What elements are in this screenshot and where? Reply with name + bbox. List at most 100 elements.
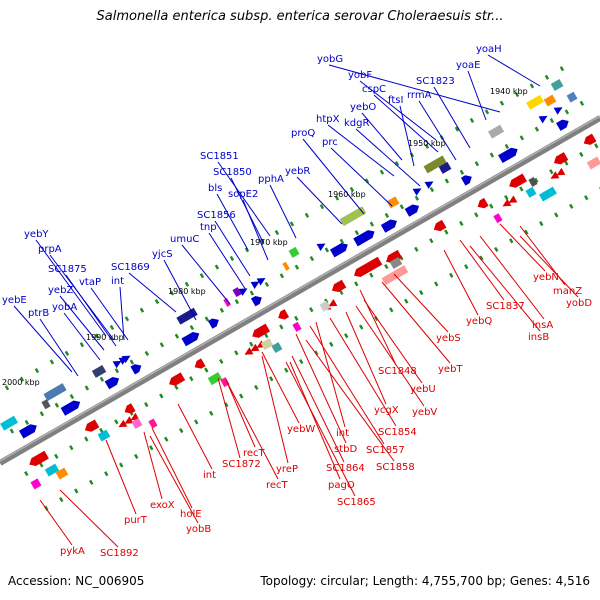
- leader-line: [295, 333, 347, 444]
- reverse-feature-box: [292, 321, 302, 332]
- small-arrow: [508, 195, 518, 203]
- leader-line: [59, 295, 105, 351]
- tick-mark: [504, 143, 510, 150]
- tick-mark: [519, 135, 525, 141]
- reverse-gene-arrow: [477, 197, 489, 209]
- tick-mark: [49, 359, 55, 365]
- tick-mark: [474, 161, 480, 167]
- leader-line: [487, 54, 541, 87]
- tick-mark: [24, 470, 29, 477]
- forward-gene-arrow: [556, 119, 569, 131]
- leader-line: [105, 439, 137, 515]
- forward-feature-box: [176, 307, 198, 325]
- forward-gene-arrow: [18, 424, 37, 439]
- leader-line: [39, 318, 79, 377]
- tick-mark: [164, 436, 169, 442]
- tick-mark: [529, 83, 535, 89]
- tick-mark: [434, 281, 439, 287]
- forward-feature-box: [487, 124, 505, 139]
- small-arrow: [130, 412, 140, 421]
- gene-label-upper: SC1856: [197, 210, 236, 221]
- gene-label-lower: int: [336, 428, 349, 439]
- gene-label-upper: yobA: [52, 302, 77, 313]
- gene-label-lower: SC1848: [378, 366, 417, 377]
- leader-line: [261, 355, 289, 464]
- gene-label-lower: yebN: [533, 272, 559, 283]
- tick-mark: [179, 428, 184, 434]
- reverse-feature-box: [207, 372, 223, 386]
- tick-mark: [279, 273, 285, 279]
- reverse-feature-box: [148, 418, 158, 429]
- gene-label-lower: purT: [124, 515, 148, 526]
- gene-label-upper: prpA: [38, 244, 62, 255]
- leader-line: [177, 403, 213, 470]
- small-arrow: [538, 115, 548, 124]
- gene-label-lower: manZ: [553, 286, 582, 297]
- leader-line: [214, 220, 251, 277]
- tick-mark: [204, 367, 209, 373]
- tick-mark: [84, 385, 90, 391]
- tick-mark: [354, 230, 360, 236]
- small-arrow: [250, 343, 260, 352]
- tick-mark: [329, 341, 334, 347]
- accession-text: Accession: NC_006905: [8, 574, 145, 588]
- tick-mark: [264, 332, 269, 339]
- gene-label-upper: htpX: [316, 114, 340, 125]
- tick-mark: [194, 419, 199, 425]
- small-arrow: [238, 288, 248, 296]
- tick-mark: [394, 160, 400, 167]
- gene-label-lower: SC1892: [100, 548, 139, 559]
- tick-mark: [344, 333, 349, 339]
- tick-mark: [264, 281, 270, 288]
- tick-mark: [359, 324, 364, 330]
- forward-feature-box: [543, 94, 557, 107]
- leader-line: [39, 499, 73, 546]
- leader-line: [225, 379, 256, 448]
- leader-line: [363, 299, 423, 384]
- gene-label-upper: yebE: [2, 295, 27, 306]
- tick-mark: [564, 109, 570, 115]
- reverse-feature-box: [30, 478, 42, 490]
- tick-mark: [154, 298, 160, 305]
- small-arrow: [316, 243, 326, 251]
- small-arrow: [556, 167, 566, 176]
- leader-line: [143, 431, 163, 500]
- tick-mark: [294, 315, 299, 321]
- gene-label-lower: recT: [243, 448, 266, 459]
- leader-line: [345, 311, 387, 405]
- leader-line: [305, 339, 395, 462]
- tick-mark: [314, 350, 319, 356]
- gene-label-lower: SC1865: [337, 497, 376, 508]
- tick-mark: [174, 333, 180, 339]
- gene-label-lower: SC1872: [222, 459, 261, 470]
- leader-line: [479, 235, 545, 320]
- tick-mark: [9, 428, 15, 434]
- gene-label-lower: yebQ: [466, 316, 492, 327]
- tick-mark: [249, 290, 255, 296]
- forward-gene-arrow: [104, 376, 120, 390]
- tick-mark: [544, 74, 550, 80]
- leader-line: [443, 249, 479, 316]
- gene-label-upper: SC1869: [111, 262, 150, 273]
- tick-mark: [144, 350, 150, 357]
- forward-feature-box: [339, 206, 367, 227]
- backbone-line: [0, 115, 600, 466]
- tick-mark: [249, 341, 254, 347]
- tick-mark: [54, 453, 59, 459]
- tick-mark: [349, 186, 355, 192]
- tick-mark: [54, 402, 60, 408]
- forward-feature-box: [223, 297, 231, 307]
- leader-line: [373, 94, 439, 153]
- gene-label-upper: ptrB: [28, 308, 49, 319]
- tick-mark: [484, 109, 490, 115]
- reverse-gene-arrow: [169, 372, 186, 386]
- leader-line: [499, 223, 546, 272]
- tick-mark: [69, 394, 75, 400]
- forward-gene-arrow: [207, 318, 219, 329]
- kbp-label: 1970 kbp: [250, 238, 288, 247]
- leader-line: [119, 286, 125, 341]
- leader-line: [261, 351, 300, 424]
- leader-line: [227, 383, 279, 480]
